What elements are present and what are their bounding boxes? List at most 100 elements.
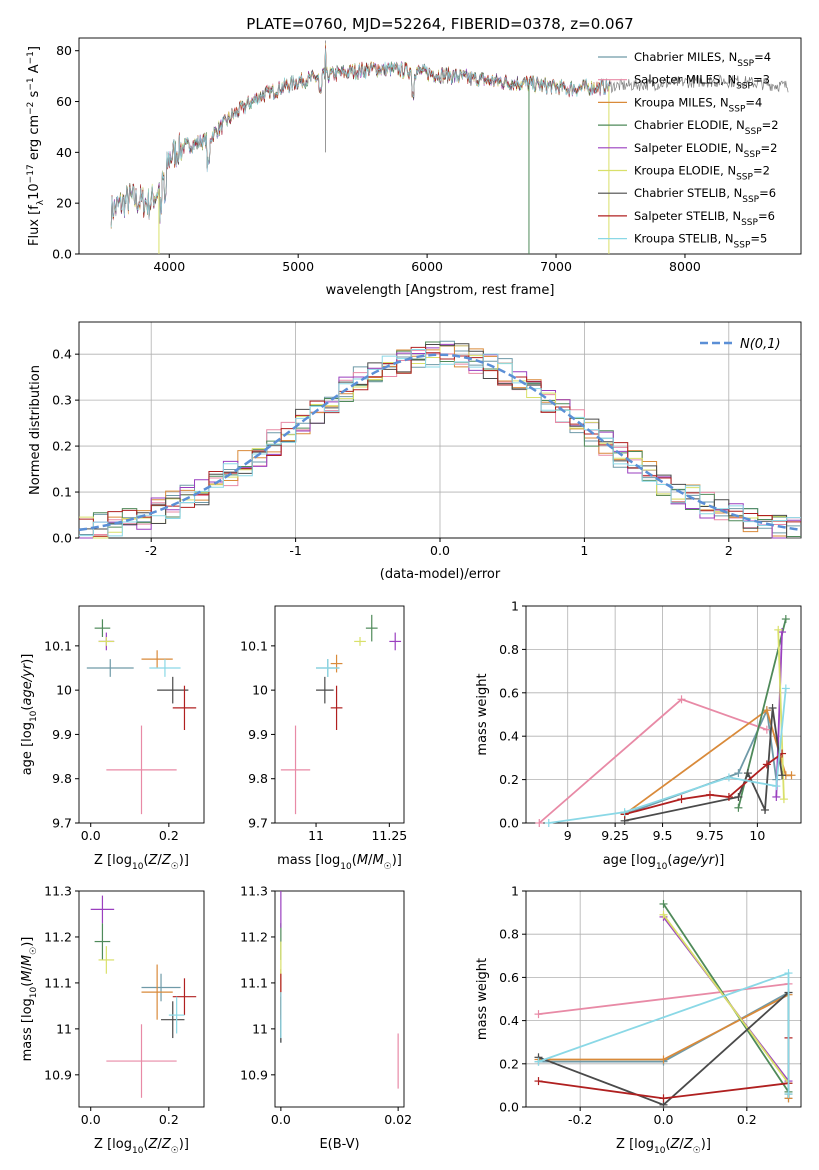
legend-label: Kroupa STELIB, NSSP=5 bbox=[634, 232, 767, 251]
y-tick-label: 0.8 bbox=[499, 927, 519, 942]
label-part: Z bbox=[148, 1137, 159, 1152]
label-part: SSP bbox=[736, 173, 753, 183]
x-tick-label: 0.0 bbox=[654, 1112, 674, 1127]
legend-label: Salpeter MILES, NSSP=3 bbox=[634, 73, 770, 92]
label-part: age [log bbox=[603, 853, 656, 868]
x-axis-label: wavelength [Angstrom, rest frame] bbox=[326, 283, 555, 298]
y-tick-label: 0.0 bbox=[52, 531, 72, 546]
x-tick-label: 9 bbox=[564, 828, 572, 843]
weight-line-2 bbox=[538, 983, 789, 1015]
x-axis-label: Z [log10(Z/Z☉)] bbox=[94, 1137, 189, 1156]
label-part: SSP bbox=[736, 82, 753, 92]
label-part: =4 bbox=[754, 50, 771, 64]
label-part: −1 bbox=[26, 51, 36, 64]
label-part: Z [log bbox=[94, 853, 132, 868]
y-tick-label: 0.2 bbox=[52, 439, 72, 454]
x-tick-label: 10 bbox=[749, 828, 765, 843]
y-tick-label: 0.4 bbox=[499, 1013, 519, 1028]
label-part: (data-model)/error bbox=[380, 567, 501, 582]
label-part: =6 bbox=[759, 186, 776, 200]
y-tick-label: 10.9 bbox=[240, 1067, 268, 1082]
label-part: ☉ bbox=[29, 947, 39, 955]
weight-line-8 bbox=[624, 752, 783, 816]
label-part: ( bbox=[665, 1137, 670, 1152]
legend-label: N(0,1) bbox=[740, 337, 781, 352]
weight-line-6 bbox=[662, 914, 790, 1084]
y-tick-label: 0.2 bbox=[499, 1056, 519, 1071]
x-tick-label: 5000 bbox=[282, 259, 314, 274]
spectrum-lines bbox=[110, 40, 789, 254]
x-tick-label: 8000 bbox=[669, 259, 701, 274]
label-part: M bbox=[357, 853, 368, 868]
x-tick-label: 0.02 bbox=[384, 1112, 412, 1127]
label-part: wavelength [Angstrom, rest frame] bbox=[326, 283, 555, 298]
model-line-9 bbox=[110, 48, 611, 228]
label-part: 10 bbox=[132, 1146, 144, 1156]
label-part: )] bbox=[179, 853, 189, 868]
y-tick-label: 20 bbox=[56, 196, 72, 211]
y-axis-label: mass weight bbox=[475, 958, 490, 1040]
label-part: Z bbox=[670, 1137, 681, 1152]
label-part: )] bbox=[179, 1137, 189, 1152]
y-tick-label: 0.6 bbox=[499, 970, 519, 985]
label-part: =4 bbox=[745, 95, 762, 109]
label-part: Flux [f bbox=[27, 205, 42, 246]
y-tick-label: 11.3 bbox=[44, 884, 72, 899]
y-tick-label: 10 bbox=[252, 683, 268, 698]
legend-label: Salpeter STELIB, NSSP=6 bbox=[634, 209, 775, 228]
label-part: M bbox=[20, 955, 35, 966]
label-part: =6 bbox=[758, 209, 775, 223]
label-part: Salpeter ELODIE, N bbox=[634, 141, 744, 155]
label-part: SSP bbox=[745, 127, 762, 137]
legend-label: Chabrier ELODIE, NSSP=2 bbox=[634, 118, 779, 137]
weight-line-7 bbox=[624, 707, 783, 822]
y-axis-label: Normed distribution bbox=[28, 365, 43, 495]
y-tick-label: 60 bbox=[56, 94, 72, 109]
label-part: s bbox=[27, 90, 42, 101]
label-part: SSP bbox=[744, 150, 761, 160]
x-tick-label: 7000 bbox=[540, 259, 572, 274]
label-part: ( bbox=[143, 853, 148, 868]
x-tick-label: 1 bbox=[580, 543, 588, 558]
x-tick-label: 0.2 bbox=[159, 828, 179, 843]
y-tick-label: 10 bbox=[56, 683, 72, 698]
age_vs_mass-points bbox=[280, 614, 402, 815]
x-tick-label: 9.75 bbox=[696, 828, 724, 843]
mass_vs_EBV-axes: 0.0 0.02 10.9 11 11.1 11.2 11.3 bbox=[240, 884, 412, 1128]
label-part: =2 bbox=[762, 118, 779, 132]
label-part: SSP bbox=[737, 59, 754, 69]
label-part: 10 bbox=[27, 183, 42, 200]
label-part: Chabrier ELODIE, N bbox=[634, 118, 745, 132]
label-part: )] bbox=[701, 1137, 711, 1152]
label-part: ( bbox=[20, 706, 35, 711]
y-tick-label: 0.8 bbox=[499, 642, 519, 657]
label-part: −17 bbox=[26, 164, 36, 183]
age_vs_Z-axes: 0.0 0.2 9.7 9.8 9.9 10 10.1 bbox=[44, 605, 205, 843]
label-part: ☉ bbox=[693, 1146, 701, 1156]
y-tick-label: 0.0 bbox=[499, 816, 519, 831]
y-tick-label: 11 bbox=[56, 1021, 72, 1036]
label-part: Chabrier MILES, N bbox=[634, 50, 737, 64]
label-part: =2 bbox=[753, 164, 770, 178]
label-part: Kroupa STELIB, N bbox=[634, 232, 734, 246]
x-tick-label: -1 bbox=[289, 543, 301, 558]
label-part: )] bbox=[392, 853, 402, 868]
label-part: A bbox=[27, 64, 42, 77]
plot-frame bbox=[525, 605, 802, 824]
plot-frame bbox=[274, 605, 405, 824]
y-tick-label: 11.3 bbox=[240, 884, 268, 899]
y-tick-label: 0.2 bbox=[499, 772, 519, 787]
y-tick-label: 10.9 bbox=[44, 1067, 72, 1082]
label-part: age [log bbox=[20, 722, 35, 775]
x-axis-label: age [log10(age/yr)] bbox=[603, 853, 725, 872]
y-tick-label: 1 bbox=[511, 599, 519, 614]
histogram-series-8 bbox=[79, 346, 801, 537]
label-part: Z bbox=[161, 1137, 172, 1152]
x-tick-label: 0.0 bbox=[81, 828, 101, 843]
weight_vs_age-lines bbox=[535, 615, 796, 827]
label-part: M bbox=[372, 853, 383, 868]
label-part: =2 bbox=[761, 141, 778, 155]
label-part: / bbox=[368, 853, 373, 868]
y-tick-label: 0.1 bbox=[52, 485, 72, 500]
label-part: mass [log bbox=[277, 853, 340, 868]
